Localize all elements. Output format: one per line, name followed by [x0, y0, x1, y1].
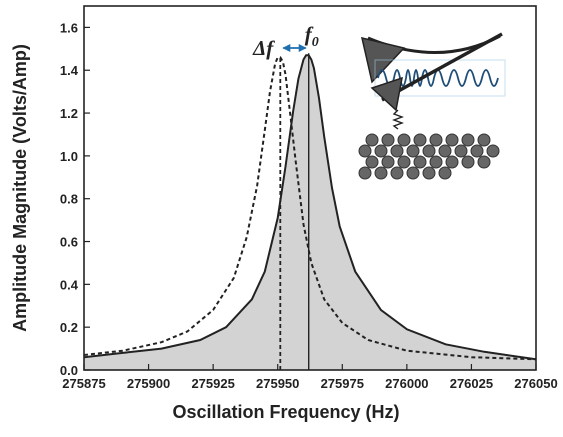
- x-tick-label: 276025: [450, 376, 493, 391]
- y-tick-label: 0.0: [60, 363, 78, 378]
- atom-icon: [413, 133, 427, 147]
- y-tick-label: 1.6: [60, 20, 78, 35]
- atom-icon: [374, 144, 388, 158]
- annotations: Δf f0: [252, 22, 319, 60]
- f0-base: f: [305, 22, 314, 46]
- atom-icon: [406, 166, 420, 180]
- atom-icon: [438, 166, 452, 180]
- atom-icon: [365, 133, 379, 147]
- cantilever-tip-lower-icon: [370, 76, 403, 112]
- f0-subscript: 0: [312, 35, 319, 50]
- x-tick-label: 275975: [321, 376, 364, 391]
- x-axis-title: Oscillation Frequency (Hz): [172, 402, 399, 422]
- atom-icon: [390, 166, 404, 180]
- y-tick-label: 0.2: [60, 320, 78, 335]
- x-tick-label: 276050: [514, 376, 557, 391]
- atom-icon: [429, 155, 443, 169]
- cantilever-arm-icon: [381, 32, 503, 102]
- atom-icon: [445, 155, 459, 169]
- y-tick-label: 1.0: [60, 149, 78, 164]
- afm-cantilever-illustration: [358, 32, 506, 180]
- atomic-lattice-icon: [358, 133, 500, 180]
- atom-icon: [390, 144, 404, 158]
- atom-icon: [486, 144, 500, 158]
- x-tick-label: 275875: [62, 376, 105, 391]
- atom-icon: [438, 144, 452, 158]
- atom-icon: [381, 133, 395, 147]
- plot-frame: [83, 5, 537, 371]
- atom-icon: [470, 144, 484, 158]
- atom-icon: [445, 133, 459, 147]
- atom-icon: [397, 133, 411, 147]
- x-tick-label: 275950: [256, 376, 299, 391]
- atom-icon: [477, 155, 491, 169]
- spring-icon: [392, 109, 404, 130]
- y-tick-label: 0.6: [60, 235, 78, 250]
- y-tick-label: 1.2: [60, 106, 78, 121]
- delta-f-label: Δf: [252, 36, 275, 60]
- plot-area: [84, 53, 536, 370]
- atom-icon: [422, 144, 436, 158]
- atom-icon: [413, 155, 427, 169]
- atom-icon: [358, 166, 372, 180]
- atom-icon: [358, 144, 372, 158]
- x-tick-label: 275925: [191, 376, 234, 391]
- atom-icon: [454, 144, 468, 158]
- atom-icon: [381, 155, 395, 169]
- atom-icon: [365, 155, 379, 169]
- series-solid-line: [84, 54, 536, 361]
- atom-icon: [422, 166, 436, 180]
- atom-icon: [406, 144, 420, 158]
- atom-icon: [461, 133, 475, 147]
- y-axis-title: Amplitude Magnitude (Volts/Amp): [10, 44, 30, 332]
- y-tick-label: 0.4: [60, 277, 79, 292]
- atom-icon: [477, 133, 491, 147]
- x-tick-label: 275900: [127, 376, 170, 391]
- atom-icon: [429, 133, 443, 147]
- atom-icon: [397, 155, 411, 169]
- f0-label: f0: [305, 22, 319, 50]
- x-tick-label: 276000: [385, 376, 428, 391]
- axis-ticks: 275875 275900 275925 275950 275975 276000 2760…: [60, 20, 558, 391]
- y-tick-label: 0.8: [60, 192, 78, 207]
- y-tick-label: 1.4: [60, 63, 79, 78]
- atom-icon: [461, 155, 475, 169]
- series-filled-area: [84, 55, 536, 370]
- series-dashed-line: [84, 56, 536, 361]
- oscillation-band: [374, 59, 506, 97]
- atom-icon: [374, 166, 388, 180]
